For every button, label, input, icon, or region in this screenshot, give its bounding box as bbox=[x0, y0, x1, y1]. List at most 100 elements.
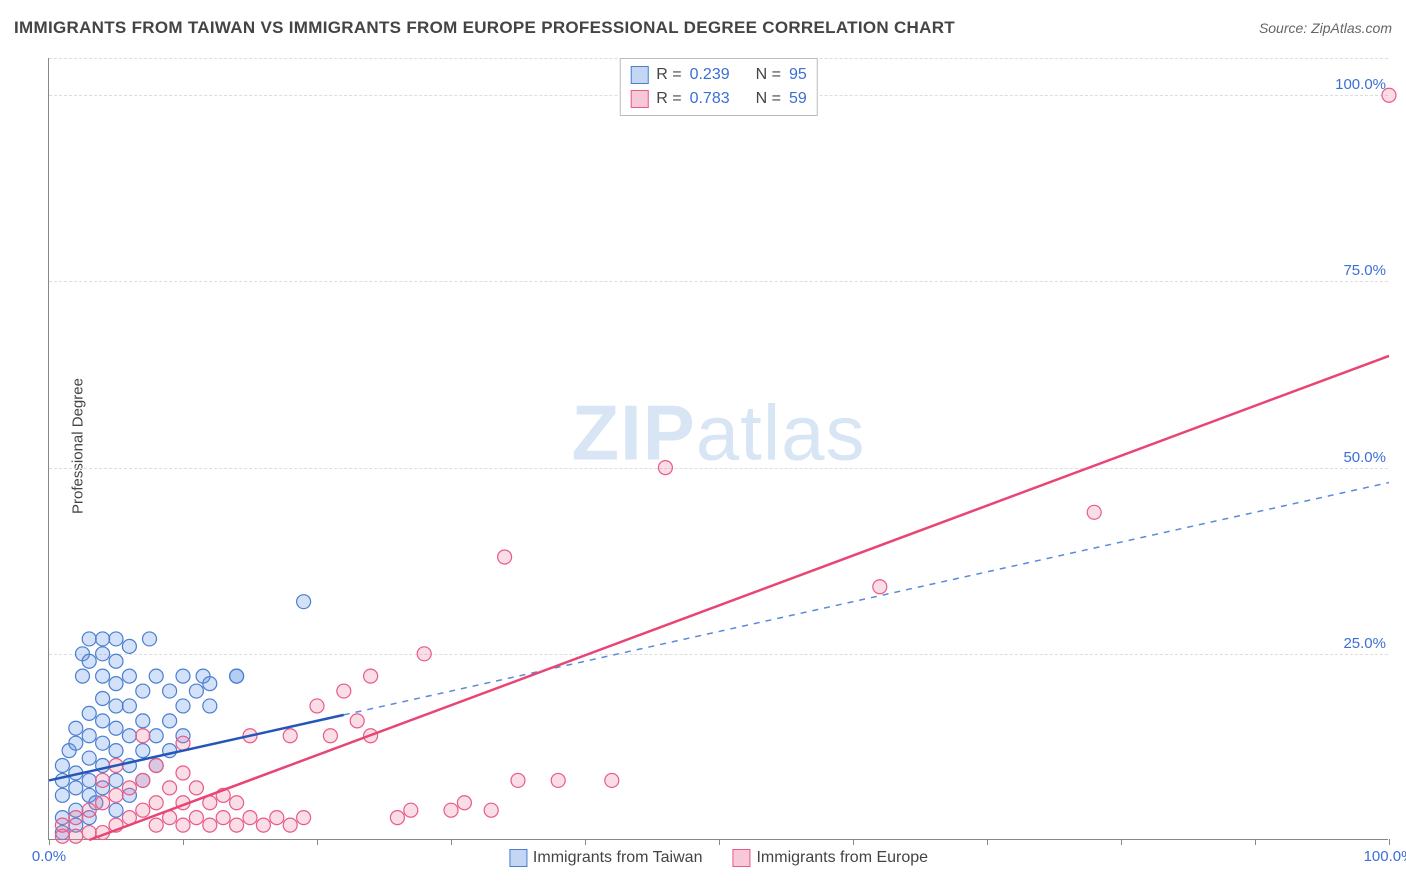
x-tick bbox=[451, 839, 452, 845]
r-value: 0.783 bbox=[690, 87, 730, 111]
data-point-europe bbox=[283, 818, 297, 832]
legend-swatch-taiwan bbox=[509, 849, 527, 867]
data-point-europe bbox=[417, 647, 431, 661]
x-tick bbox=[49, 839, 50, 845]
data-point-taiwan bbox=[109, 773, 123, 787]
data-point-europe bbox=[149, 796, 163, 810]
data-point-taiwan bbox=[230, 669, 244, 683]
data-point-taiwan bbox=[297, 595, 311, 609]
data-point-europe bbox=[364, 669, 378, 683]
title-bar: IMMIGRANTS FROM TAIWAN VS IMMIGRANTS FRO… bbox=[14, 18, 1392, 38]
data-point-taiwan bbox=[69, 721, 83, 735]
x-tick bbox=[317, 839, 318, 845]
data-point-taiwan bbox=[149, 669, 163, 683]
data-point-taiwan bbox=[109, 677, 123, 691]
data-point-taiwan bbox=[82, 706, 96, 720]
data-point-taiwan bbox=[189, 684, 203, 698]
data-point-europe bbox=[323, 729, 337, 743]
data-point-europe bbox=[230, 796, 244, 810]
data-point-taiwan bbox=[136, 714, 150, 728]
n-value: 95 bbox=[789, 63, 807, 87]
r-value: 0.239 bbox=[690, 63, 730, 87]
data-point-europe bbox=[149, 759, 163, 773]
data-point-taiwan bbox=[96, 669, 110, 683]
data-point-europe bbox=[122, 781, 136, 795]
data-point-europe bbox=[484, 803, 498, 817]
data-point-europe bbox=[243, 811, 257, 825]
data-point-europe bbox=[136, 729, 150, 743]
data-point-taiwan bbox=[82, 729, 96, 743]
data-point-taiwan bbox=[122, 639, 136, 653]
stats-row-europe: R = 0.783 N = 59 bbox=[630, 87, 807, 111]
legend-swatch-europe bbox=[732, 849, 750, 867]
data-point-taiwan bbox=[163, 714, 177, 728]
x-tick bbox=[987, 839, 988, 845]
data-point-taiwan bbox=[96, 691, 110, 705]
x-tick bbox=[183, 839, 184, 845]
data-point-europe bbox=[216, 811, 230, 825]
data-point-europe bbox=[605, 773, 619, 787]
data-point-taiwan bbox=[143, 632, 157, 646]
data-point-europe bbox=[136, 803, 150, 817]
data-point-europe bbox=[69, 829, 83, 843]
scatter-plot-svg bbox=[49, 58, 1388, 839]
data-point-europe bbox=[149, 818, 163, 832]
data-point-taiwan bbox=[96, 714, 110, 728]
data-point-europe bbox=[55, 818, 69, 832]
data-point-europe bbox=[444, 803, 458, 817]
data-point-taiwan bbox=[109, 654, 123, 668]
data-point-europe bbox=[176, 766, 190, 780]
series-swatch-europe bbox=[630, 90, 648, 108]
data-point-taiwan bbox=[76, 669, 90, 683]
source-label: Source: bbox=[1259, 20, 1311, 36]
data-point-europe bbox=[230, 818, 244, 832]
data-point-europe bbox=[163, 781, 177, 795]
data-point-europe bbox=[136, 773, 150, 787]
data-point-taiwan bbox=[122, 729, 136, 743]
n-label: N = bbox=[756, 87, 781, 111]
data-point-europe bbox=[109, 788, 123, 802]
series-swatch-taiwan bbox=[630, 66, 648, 84]
data-point-taiwan bbox=[176, 669, 190, 683]
x-tick bbox=[1389, 839, 1390, 845]
data-point-europe bbox=[350, 714, 364, 728]
data-point-taiwan bbox=[149, 729, 163, 743]
data-point-europe bbox=[176, 818, 190, 832]
data-point-europe bbox=[551, 773, 565, 787]
chart-title: IMMIGRANTS FROM TAIWAN VS IMMIGRANTS FRO… bbox=[14, 18, 955, 38]
r-label: R = bbox=[656, 87, 681, 111]
x-tick-label: 100.0% bbox=[1364, 848, 1406, 865]
data-point-taiwan bbox=[82, 654, 96, 668]
data-point-taiwan bbox=[109, 699, 123, 713]
data-point-taiwan bbox=[96, 736, 110, 750]
data-point-taiwan bbox=[96, 632, 110, 646]
data-point-europe bbox=[283, 729, 297, 743]
n-label: N = bbox=[756, 63, 781, 87]
data-point-europe bbox=[337, 684, 351, 698]
data-point-taiwan bbox=[136, 744, 150, 758]
data-point-europe bbox=[404, 803, 418, 817]
data-point-europe bbox=[1087, 505, 1101, 519]
n-value: 59 bbox=[789, 87, 807, 111]
data-point-taiwan bbox=[69, 736, 83, 750]
data-point-taiwan bbox=[55, 788, 69, 802]
data-point-europe bbox=[189, 781, 203, 795]
data-point-europe bbox=[873, 580, 887, 594]
data-point-taiwan bbox=[109, 744, 123, 758]
data-point-taiwan bbox=[176, 699, 190, 713]
stats-row-taiwan: R =0.239N =95 bbox=[630, 63, 807, 87]
data-point-europe bbox=[511, 773, 525, 787]
data-point-europe bbox=[270, 811, 284, 825]
data-point-europe bbox=[658, 461, 672, 475]
data-point-taiwan bbox=[109, 803, 123, 817]
source-name: ZipAtlas.com bbox=[1311, 20, 1392, 36]
data-point-europe bbox=[82, 803, 96, 817]
x-tick bbox=[585, 839, 586, 845]
data-point-taiwan bbox=[136, 684, 150, 698]
data-point-europe bbox=[96, 773, 110, 787]
legend-item-taiwan: Immigrants from Taiwan bbox=[509, 849, 703, 867]
x-tick bbox=[1121, 839, 1122, 845]
legend-item-europe: Immigrants from Europe bbox=[732, 849, 928, 867]
data-point-europe bbox=[297, 811, 311, 825]
data-point-taiwan bbox=[82, 632, 96, 646]
